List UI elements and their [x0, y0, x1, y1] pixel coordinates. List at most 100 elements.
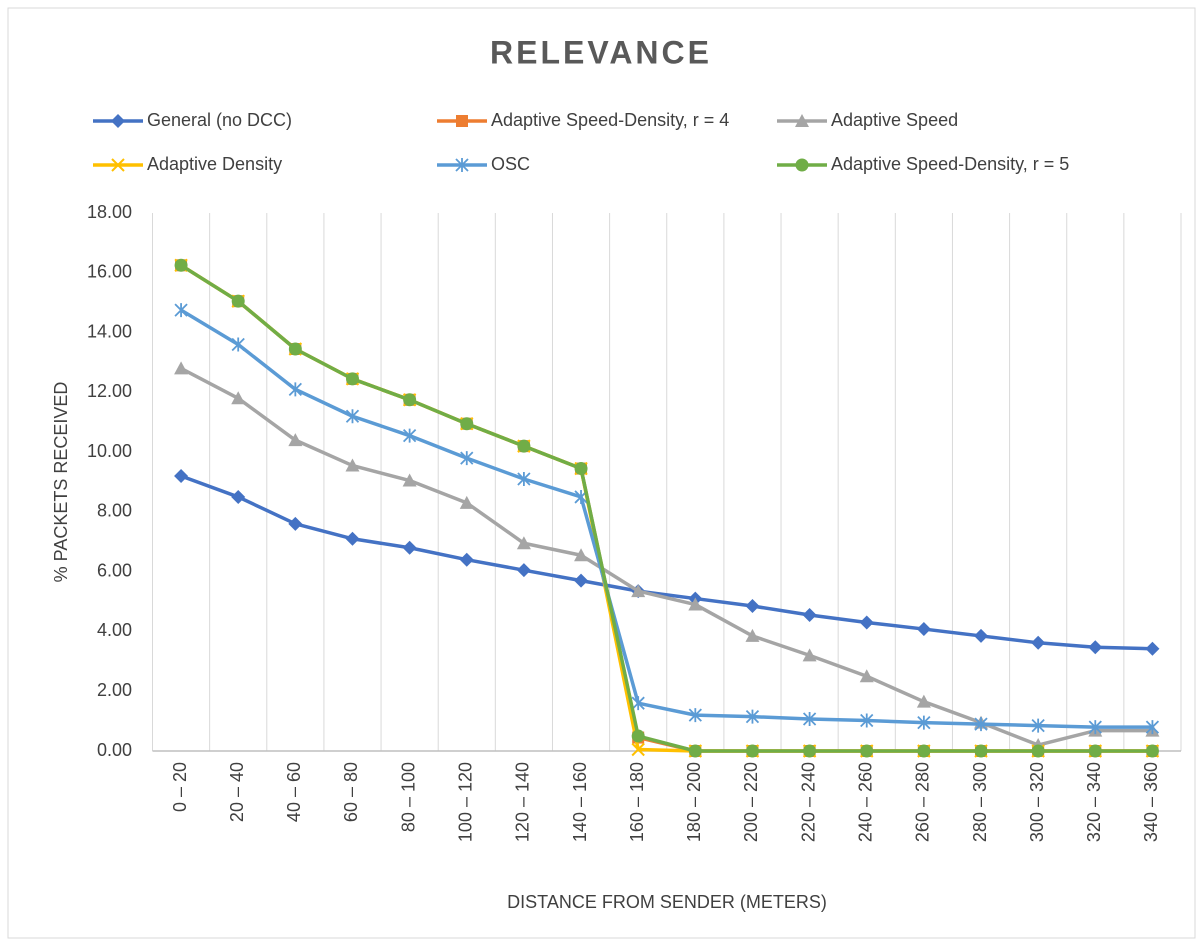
marker	[574, 548, 589, 562]
marker	[631, 696, 645, 711]
x-tick-label: 340 – 360	[1141, 762, 1161, 842]
legend-marker	[455, 158, 469, 172]
series	[174, 303, 1160, 735]
y-tick-label: 6.00	[97, 560, 132, 580]
legend-item: General (no DCC)	[93, 110, 292, 130]
legend-marker	[111, 158, 125, 172]
x-tick-label: 180 – 200	[684, 762, 704, 842]
legend-label: Adaptive Speed-Density, r = 4	[491, 110, 729, 130]
marker	[688, 708, 702, 723]
marker	[231, 391, 246, 405]
y-tick-label: 16.00	[87, 262, 132, 282]
marker	[1088, 640, 1103, 655]
y-tick-label: 2.00	[97, 680, 132, 700]
marker	[174, 258, 188, 272]
legend-item: OSC	[437, 154, 530, 174]
marker	[345, 372, 359, 386]
marker	[174, 361, 189, 375]
marker	[288, 382, 302, 397]
legend-item: Adaptive Speed-Density, r = 4	[437, 110, 729, 130]
marker	[916, 694, 931, 708]
marker	[745, 744, 759, 758]
legend-marker	[795, 114, 809, 127]
series-line	[180, 308, 1153, 729]
x-tick-label: 120 – 140	[513, 762, 533, 842]
x-tick-label: 20 – 40	[227, 762, 247, 822]
series-line	[180, 366, 1153, 747]
marker	[1088, 744, 1102, 758]
legend-item: Adaptive Density	[93, 154, 282, 174]
x-tick-label: 320 – 340	[1084, 762, 1104, 842]
marker	[802, 648, 817, 662]
marker	[345, 458, 360, 472]
marker	[745, 628, 760, 642]
legend-marker	[795, 158, 809, 172]
marker	[974, 717, 988, 732]
marker	[1145, 720, 1160, 735]
marker	[345, 409, 360, 424]
marker	[403, 393, 417, 407]
marker	[688, 744, 702, 758]
x-tick-label: 40 – 60	[284, 762, 304, 822]
legend-item: Adaptive Speed	[777, 110, 958, 130]
marker	[859, 669, 874, 683]
marker	[917, 744, 931, 758]
y-axis-label: % PACKETS RECEIVED	[51, 382, 71, 583]
marker	[460, 451, 474, 466]
series-line	[180, 263, 1153, 753]
marker	[459, 552, 474, 567]
marker	[345, 531, 360, 546]
marker	[402, 428, 417, 443]
y-tick-label: 10.00	[87, 441, 132, 461]
series	[174, 258, 1159, 758]
marker	[631, 584, 646, 598]
x-tick-label: 100 – 120	[456, 762, 476, 842]
marker	[803, 744, 817, 758]
x-tick-label: 200 – 220	[741, 762, 761, 842]
chart-border	[7, 7, 1196, 939]
marker	[631, 729, 645, 743]
marker	[516, 563, 531, 578]
marker	[802, 712, 817, 727]
marker	[1145, 641, 1160, 656]
y-tick-label: 12.00	[87, 381, 132, 401]
legend-marker	[456, 115, 468, 127]
marker	[288, 342, 302, 356]
marker	[517, 439, 531, 453]
marker	[745, 599, 760, 614]
legend-label: Adaptive Speed-Density, r = 5	[831, 154, 1069, 174]
marker	[402, 473, 417, 487]
marker	[574, 462, 588, 476]
marker	[1145, 744, 1159, 758]
marker	[174, 303, 188, 318]
legend-label: Adaptive Density	[147, 154, 282, 174]
marker	[745, 709, 760, 724]
marker	[688, 597, 703, 611]
x-tick-label: 280 – 300	[970, 762, 990, 842]
x-tick-label: 260 – 280	[913, 762, 933, 842]
x-tick-label: 240 – 260	[855, 762, 875, 842]
marker	[174, 469, 189, 484]
y-tick-label: 14.00	[87, 321, 132, 341]
y-tick-label: 8.00	[97, 501, 132, 521]
x-tick-label: 80 – 100	[398, 762, 418, 832]
marker	[859, 615, 874, 630]
legend-item: Adaptive Speed-Density, r = 5	[777, 154, 1069, 174]
marker	[917, 715, 931, 730]
marker	[517, 472, 531, 487]
marker	[974, 744, 988, 758]
y-tick-label: 18.00	[87, 202, 132, 222]
marker	[1031, 744, 1045, 758]
marker	[402, 540, 417, 555]
y-tick-label: 0.00	[97, 740, 132, 760]
legend-label: Adaptive Speed	[831, 110, 958, 130]
x-tick-label: 160 – 180	[627, 762, 647, 842]
marker	[516, 536, 531, 550]
legend-label: General (no DCC)	[147, 110, 292, 130]
marker	[802, 608, 817, 623]
x-tick-label: 220 – 240	[798, 762, 818, 842]
marker	[231, 489, 246, 504]
marker	[288, 433, 303, 447]
x-tick-label: 0 – 20	[170, 762, 190, 812]
